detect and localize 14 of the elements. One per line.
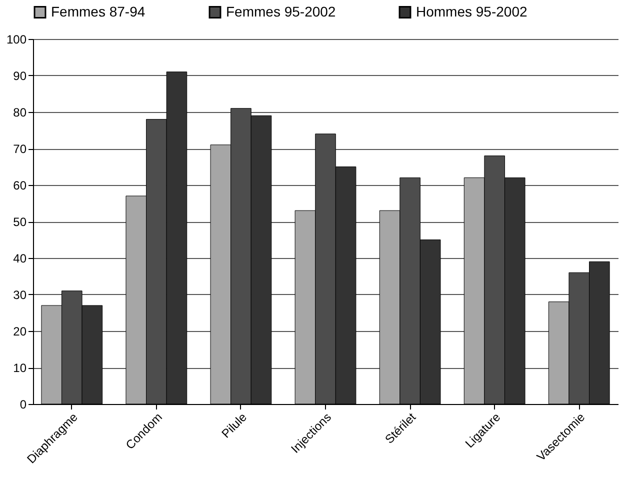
- y-tick-label: 60: [13, 178, 27, 192]
- y-tick-label: 80: [13, 106, 27, 120]
- legend-label: Femmes 87-94: [51, 3, 146, 20]
- y-tick-label: 10: [13, 361, 27, 375]
- y-tick-label: 30: [13, 288, 27, 302]
- y-tick-label: 70: [13, 142, 27, 156]
- y-tick-label: 90: [13, 69, 27, 83]
- y-tick-label: 40: [13, 252, 27, 266]
- y-tick-label: 50: [13, 215, 27, 229]
- legend-label: Hommes 95-2002: [416, 3, 528, 20]
- y-tick-label: 0: [20, 398, 27, 412]
- y-tick-label: 100: [6, 32, 27, 46]
- legend-label: Femmes 95-2002: [226, 3, 336, 20]
- y-tick-label: 20: [13, 324, 27, 338]
